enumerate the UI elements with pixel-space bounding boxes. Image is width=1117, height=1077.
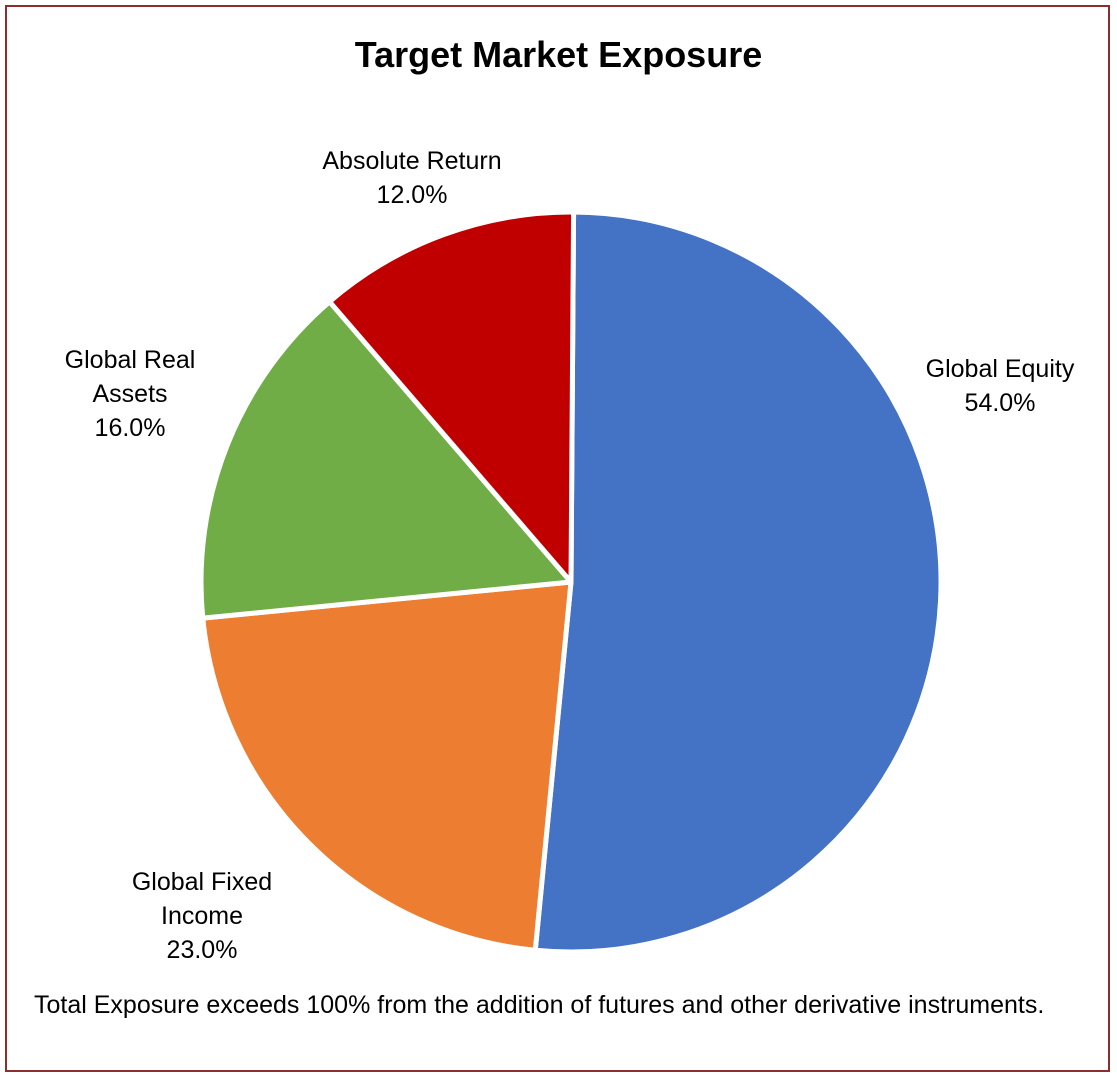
pie-slice-global-real-assets xyxy=(198,299,574,621)
pie-slices xyxy=(198,209,944,955)
slice-value-label: 12.0% xyxy=(377,181,448,209)
slice-value-label: 23.0% xyxy=(167,936,238,964)
slice-name-line: Income xyxy=(161,902,243,930)
slice-value-label: 54.0% xyxy=(965,389,1036,417)
slice-name-line: Assets xyxy=(92,380,167,408)
pie-labels: Global Equity 54.0% Global Fixed Income 23.0… xyxy=(65,147,1075,964)
chart-title: Target Market Exposure xyxy=(354,34,763,75)
slice-name-line: Absolute Return xyxy=(322,147,501,175)
slice-name-line: Global Fixed xyxy=(132,868,272,896)
pie-slice-global-fixed-income xyxy=(200,579,574,953)
pie-slice-absolute-return xyxy=(327,209,577,585)
slice-label-global-real-assets: Global Real Assets 16.0% xyxy=(65,346,196,442)
slice-name-line: Global Real xyxy=(65,346,196,374)
slice-label-absolute-return: Absolute Return 12.0% xyxy=(322,147,501,209)
slice-label-global-equity: Global Equity 54.0% xyxy=(926,355,1075,417)
slice-value-label: 16.0% xyxy=(95,414,166,442)
chart-footnote: Total Exposure exceeds 100% from the add… xyxy=(34,991,1045,1019)
pie-slice-global-equity xyxy=(532,209,944,955)
slice-name-line: Global Equity xyxy=(926,355,1075,383)
slice-label-global-fixed-income: Global Fixed Income 23.0% xyxy=(132,868,272,964)
